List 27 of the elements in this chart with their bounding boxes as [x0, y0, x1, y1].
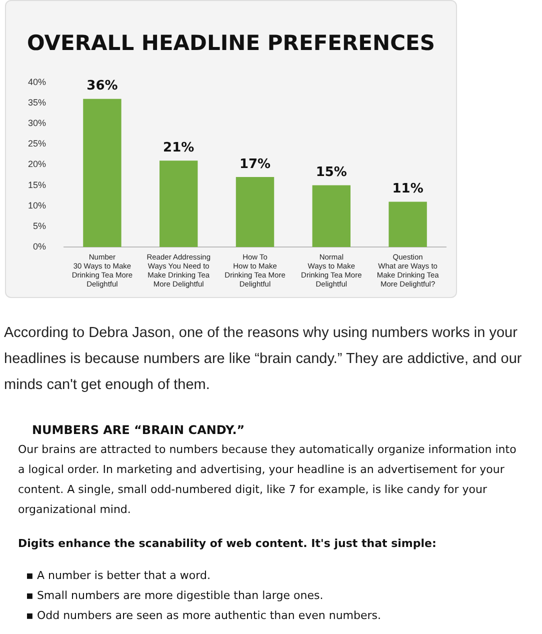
y-tick-label: 30%: [28, 118, 46, 128]
text: ▪ Small numbers are more digestible than large ones.: [26, 588, 324, 604]
y-tick-label: 35%: [28, 97, 46, 108]
data-label: 11%: [392, 182, 424, 197]
y-tick-label: 15%: [28, 180, 46, 190]
y-tick-label: 0%: [33, 241, 46, 252]
data-label: 21%: [163, 140, 194, 156]
data-label: 36%: [86, 78, 118, 94]
bar: [236, 177, 274, 247]
y-tick-label: 20%: [28, 159, 46, 170]
bar: [312, 185, 351, 247]
text: ▪ Odd numbers are seen as more authentic than even numbers.: [26, 608, 382, 624]
y-tick-label: 40%: [28, 76, 46, 87]
text: ▪ A number is better that a word.: [26, 568, 212, 584]
text: NUMBERS ARE “BRAIN CANDY.”: [32, 422, 246, 439]
y-tick-label: 10%: [28, 200, 46, 210]
text: Our brains are attracted to numbers because they automatically organize information into a logical order. In marketing and advertising, your headline is an advertisement for your content. A single, small odd-numbered digit, like 7 for example, is like candy for your organizational mind.: [18, 442, 518, 518]
data-label: 17%: [239, 156, 271, 172]
y-tick-label: 5%: [33, 220, 46, 231]
bar: [160, 160, 198, 247]
data-label: 15%: [316, 165, 347, 180]
bar: [388, 202, 427, 247]
y-tick-label: 25%: [28, 138, 46, 149]
bar: [83, 98, 122, 247]
chart-title: OVERALL HEADLINE PREFERENCES: [26, 31, 436, 55]
text: According to Debra Jason, one of the reasons why using numbers works in your headlines is because numbers are like “brain candy.” They are addictive, and our minds can't get enough of them.: [4, 324, 523, 395]
text: Digits enhance the scanability of web content. It's just that simple:: [18, 536, 438, 552]
